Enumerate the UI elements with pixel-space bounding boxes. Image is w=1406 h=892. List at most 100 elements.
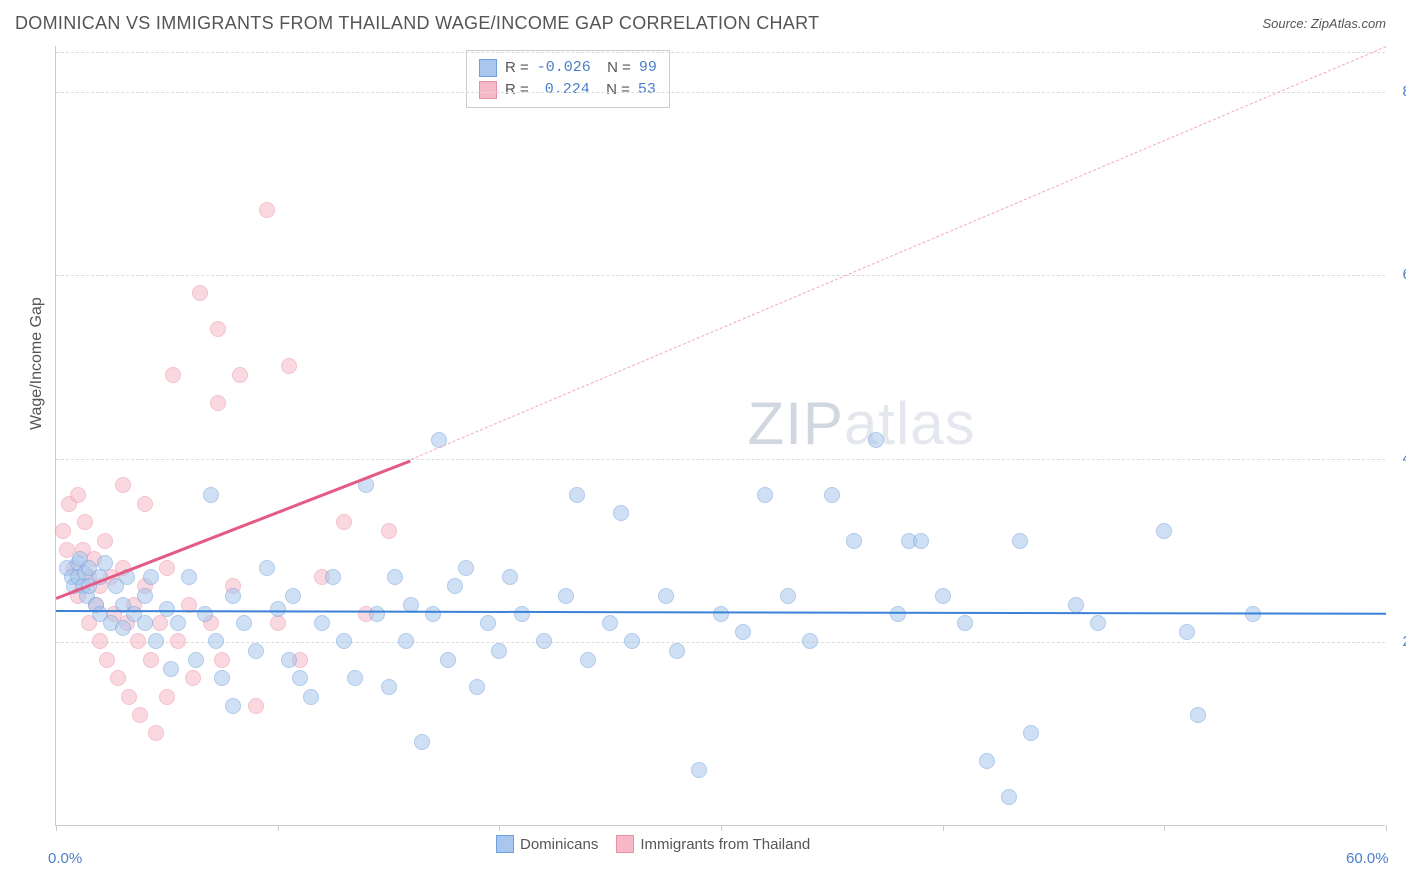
data-point-blue xyxy=(1068,597,1084,613)
y-tick-label: 20.0% xyxy=(1390,633,1406,650)
x-tick xyxy=(1386,825,1387,831)
data-point-blue xyxy=(979,753,995,769)
data-point-pink xyxy=(137,496,153,512)
data-point-blue xyxy=(846,533,862,549)
data-point-blue xyxy=(1156,523,1172,539)
data-point-pink xyxy=(259,202,275,218)
data-point-blue xyxy=(270,601,286,617)
legend-swatch-blue xyxy=(479,59,497,77)
data-point-blue xyxy=(558,588,574,604)
data-point-pink xyxy=(185,670,201,686)
data-point-blue xyxy=(536,633,552,649)
data-point-blue xyxy=(97,555,113,571)
chart-header: DOMINICAN VS IMMIGRANTS FROM THAILAND WA… xyxy=(0,0,1406,46)
legend-item-blue: Dominicans xyxy=(496,835,598,853)
x-tick xyxy=(943,825,944,831)
data-point-pink xyxy=(214,652,230,668)
data-point-blue xyxy=(868,432,884,448)
x-tick xyxy=(499,825,500,831)
data-point-blue xyxy=(303,689,319,705)
data-point-blue xyxy=(613,505,629,521)
y-tick-label: 60.0% xyxy=(1390,266,1406,283)
data-point-blue xyxy=(890,606,906,622)
data-point-blue xyxy=(502,569,518,585)
data-point-pink xyxy=(210,395,226,411)
data-point-pink xyxy=(97,533,113,549)
legend-item-pink: Immigrants from Thailand xyxy=(616,835,810,853)
watermark-atlas: atlas xyxy=(844,390,976,457)
data-point-blue xyxy=(580,652,596,668)
y-tick-label: 40.0% xyxy=(1390,450,1406,467)
data-point-blue xyxy=(469,679,485,695)
watermark: ZIPatlas xyxy=(748,389,976,458)
data-point-pink xyxy=(130,633,146,649)
source-attribution: Source: ZipAtlas.com xyxy=(1262,16,1386,31)
data-point-blue xyxy=(259,560,275,576)
data-point-blue xyxy=(913,533,929,549)
legend-r-label: R = xyxy=(505,79,529,101)
data-point-blue xyxy=(1090,615,1106,631)
correlation-legend: R = -0.026 N = 99 R = 0.224 N = 53 xyxy=(466,50,670,108)
data-point-blue xyxy=(658,588,674,604)
legend-row-blue: R = -0.026 N = 99 xyxy=(479,57,657,79)
data-point-blue xyxy=(347,670,363,686)
data-point-blue xyxy=(181,569,197,585)
data-point-blue xyxy=(425,606,441,622)
x-tick xyxy=(721,825,722,831)
data-point-blue xyxy=(780,588,796,604)
data-point-blue xyxy=(285,588,301,604)
data-point-pink xyxy=(110,670,126,686)
data-point-blue xyxy=(458,560,474,576)
data-point-blue xyxy=(336,633,352,649)
data-point-pink xyxy=(55,523,71,539)
data-point-pink xyxy=(121,689,137,705)
data-point-pink xyxy=(270,615,286,631)
legend-label-pink: Immigrants from Thailand xyxy=(640,836,810,853)
data-point-pink xyxy=(115,477,131,493)
data-point-blue xyxy=(369,606,385,622)
gridline xyxy=(56,92,1385,93)
data-point-blue xyxy=(292,670,308,686)
x-tick xyxy=(278,825,279,831)
x-tick-label: 0.0% xyxy=(48,850,82,867)
data-point-blue xyxy=(514,606,530,622)
data-point-pink xyxy=(159,689,175,705)
data-point-blue xyxy=(491,643,507,659)
y-tick-label: 80.0% xyxy=(1390,83,1406,100)
data-point-blue xyxy=(447,578,463,594)
data-point-pink xyxy=(281,358,297,374)
data-point-blue xyxy=(148,633,164,649)
data-point-blue xyxy=(248,643,264,659)
legend-row-pink: R = 0.224 N = 53 xyxy=(479,79,657,101)
data-point-blue xyxy=(957,615,973,631)
data-point-blue xyxy=(757,487,773,503)
x-tick-label: 60.0% xyxy=(1346,850,1389,867)
legend-swatch-pink xyxy=(616,835,634,853)
data-point-pink xyxy=(192,285,208,301)
data-point-blue xyxy=(935,588,951,604)
data-point-blue xyxy=(398,633,414,649)
data-point-blue xyxy=(281,652,297,668)
data-point-pink xyxy=(77,514,93,530)
legend-swatch-blue xyxy=(496,835,514,853)
data-point-blue xyxy=(1012,533,1028,549)
data-point-blue xyxy=(387,569,403,585)
data-point-blue xyxy=(480,615,496,631)
data-point-blue xyxy=(1179,624,1195,640)
data-point-blue xyxy=(735,624,751,640)
data-point-blue xyxy=(691,762,707,778)
gridline xyxy=(56,459,1385,460)
gridline xyxy=(56,52,1385,53)
data-point-blue xyxy=(208,633,224,649)
data-point-pink xyxy=(70,487,86,503)
legend-n-pink: 53 xyxy=(638,79,656,101)
legend-swatch-pink xyxy=(479,81,497,99)
data-point-blue xyxy=(137,588,153,604)
legend-n-blue: 99 xyxy=(639,57,657,79)
data-point-blue xyxy=(802,633,818,649)
data-point-pink xyxy=(232,367,248,383)
data-point-blue xyxy=(170,615,186,631)
data-point-pink xyxy=(165,367,181,383)
data-point-blue xyxy=(143,569,159,585)
trend-line xyxy=(410,46,1386,460)
